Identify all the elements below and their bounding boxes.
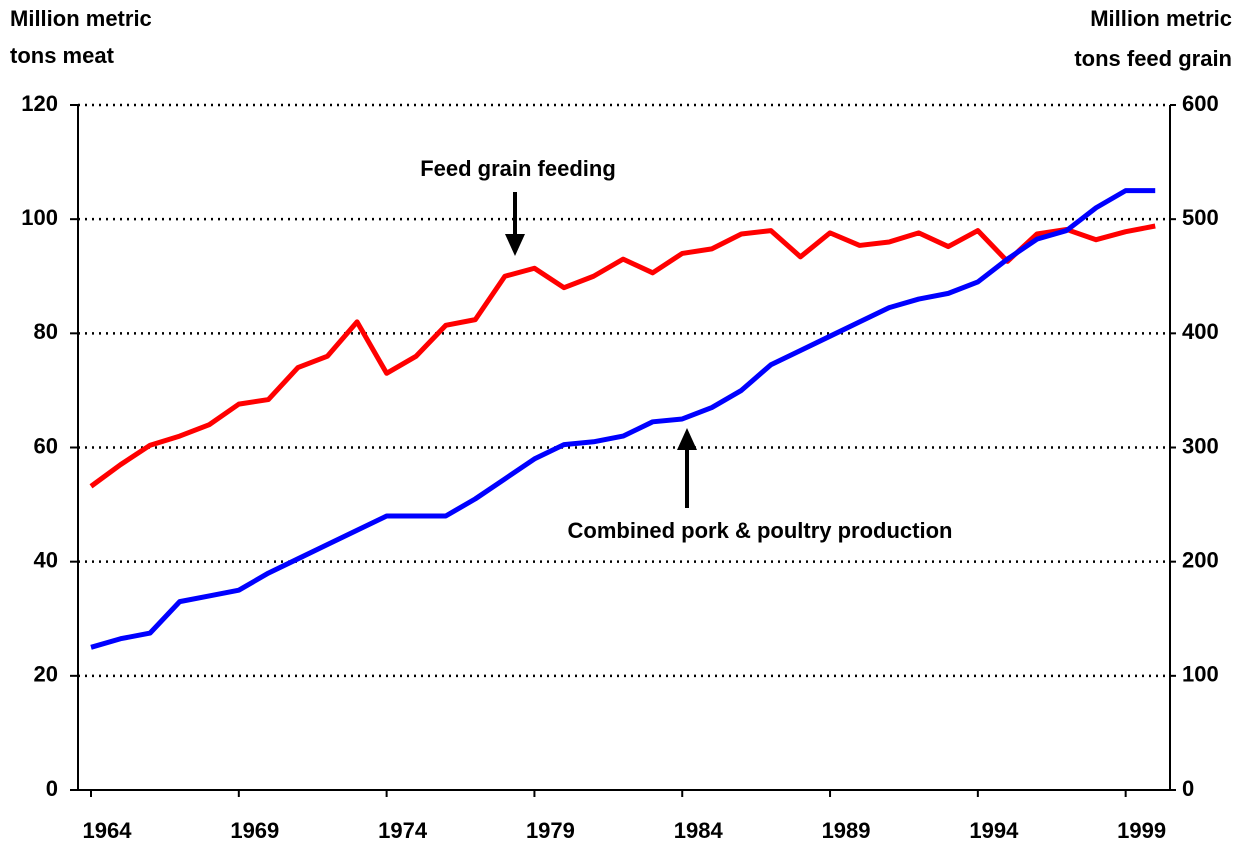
y2-tick-label: 200 (1182, 547, 1219, 572)
y2-tick-label: 300 (1182, 433, 1219, 458)
y-tick-label: 0 (46, 776, 58, 801)
series-line (90, 188, 1156, 650)
y-tick-label: 120 (21, 91, 58, 116)
y2-label: tons feed grain (1074, 46, 1232, 71)
arrow (505, 192, 525, 256)
y2-tick-label: 400 (1182, 319, 1219, 344)
y-tick-label: 80 (34, 319, 58, 344)
x-tick-label: 1979 (526, 818, 575, 843)
x-tick-label: 1984 (674, 818, 724, 843)
y2-tick-label: 0 (1182, 776, 1194, 801)
y-tick-label: 60 (34, 433, 58, 458)
x-tick-label: 1994 (969, 818, 1019, 843)
y-tick-label: 40 (34, 547, 58, 572)
x-tick-label: 1964 (83, 818, 133, 843)
y-label: tons meat (10, 43, 115, 68)
x-tick-label: 1974 (378, 818, 428, 843)
series-line (89, 223, 1156, 489)
y-tick-label: 100 (21, 205, 58, 230)
y2-tick-label: 100 (1182, 662, 1219, 687)
x-tick-label: 1989 (822, 818, 871, 843)
arrow (677, 428, 697, 508)
x-tick-label: 1999 (1117, 818, 1166, 843)
y2-tick-label: 500 (1182, 205, 1219, 230)
y-tick-label: 20 (34, 662, 58, 687)
annotation: Feed grain feeding (420, 156, 616, 181)
annotation: Combined pork & poultry production (568, 518, 953, 543)
y-label: Million metric (10, 6, 152, 31)
y2-label: Million metric (1090, 6, 1232, 31)
y2-tick-label: 600 (1182, 91, 1219, 116)
x-tick-label: 1969 (230, 818, 279, 843)
